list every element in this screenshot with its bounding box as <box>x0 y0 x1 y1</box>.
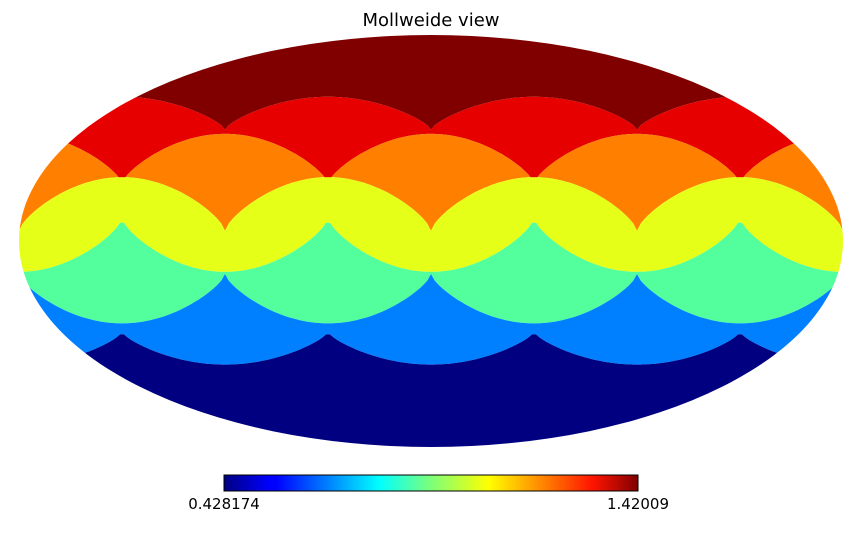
map-band-3 <box>19 133 843 231</box>
colorbar: 0.428174 1.42009 <box>188 474 669 513</box>
colorbar-max-label: 1.42009 <box>607 495 669 513</box>
sky-map <box>19 35 843 447</box>
map-band-6 <box>19 274 843 365</box>
colorbar-min-label: 0.428174 <box>188 495 260 513</box>
chart-title: Mollweide view <box>362 10 499 31</box>
map-band-5 <box>19 222 843 324</box>
map-band-4 <box>19 177 843 272</box>
colorbar-gradient <box>223 474 639 492</box>
